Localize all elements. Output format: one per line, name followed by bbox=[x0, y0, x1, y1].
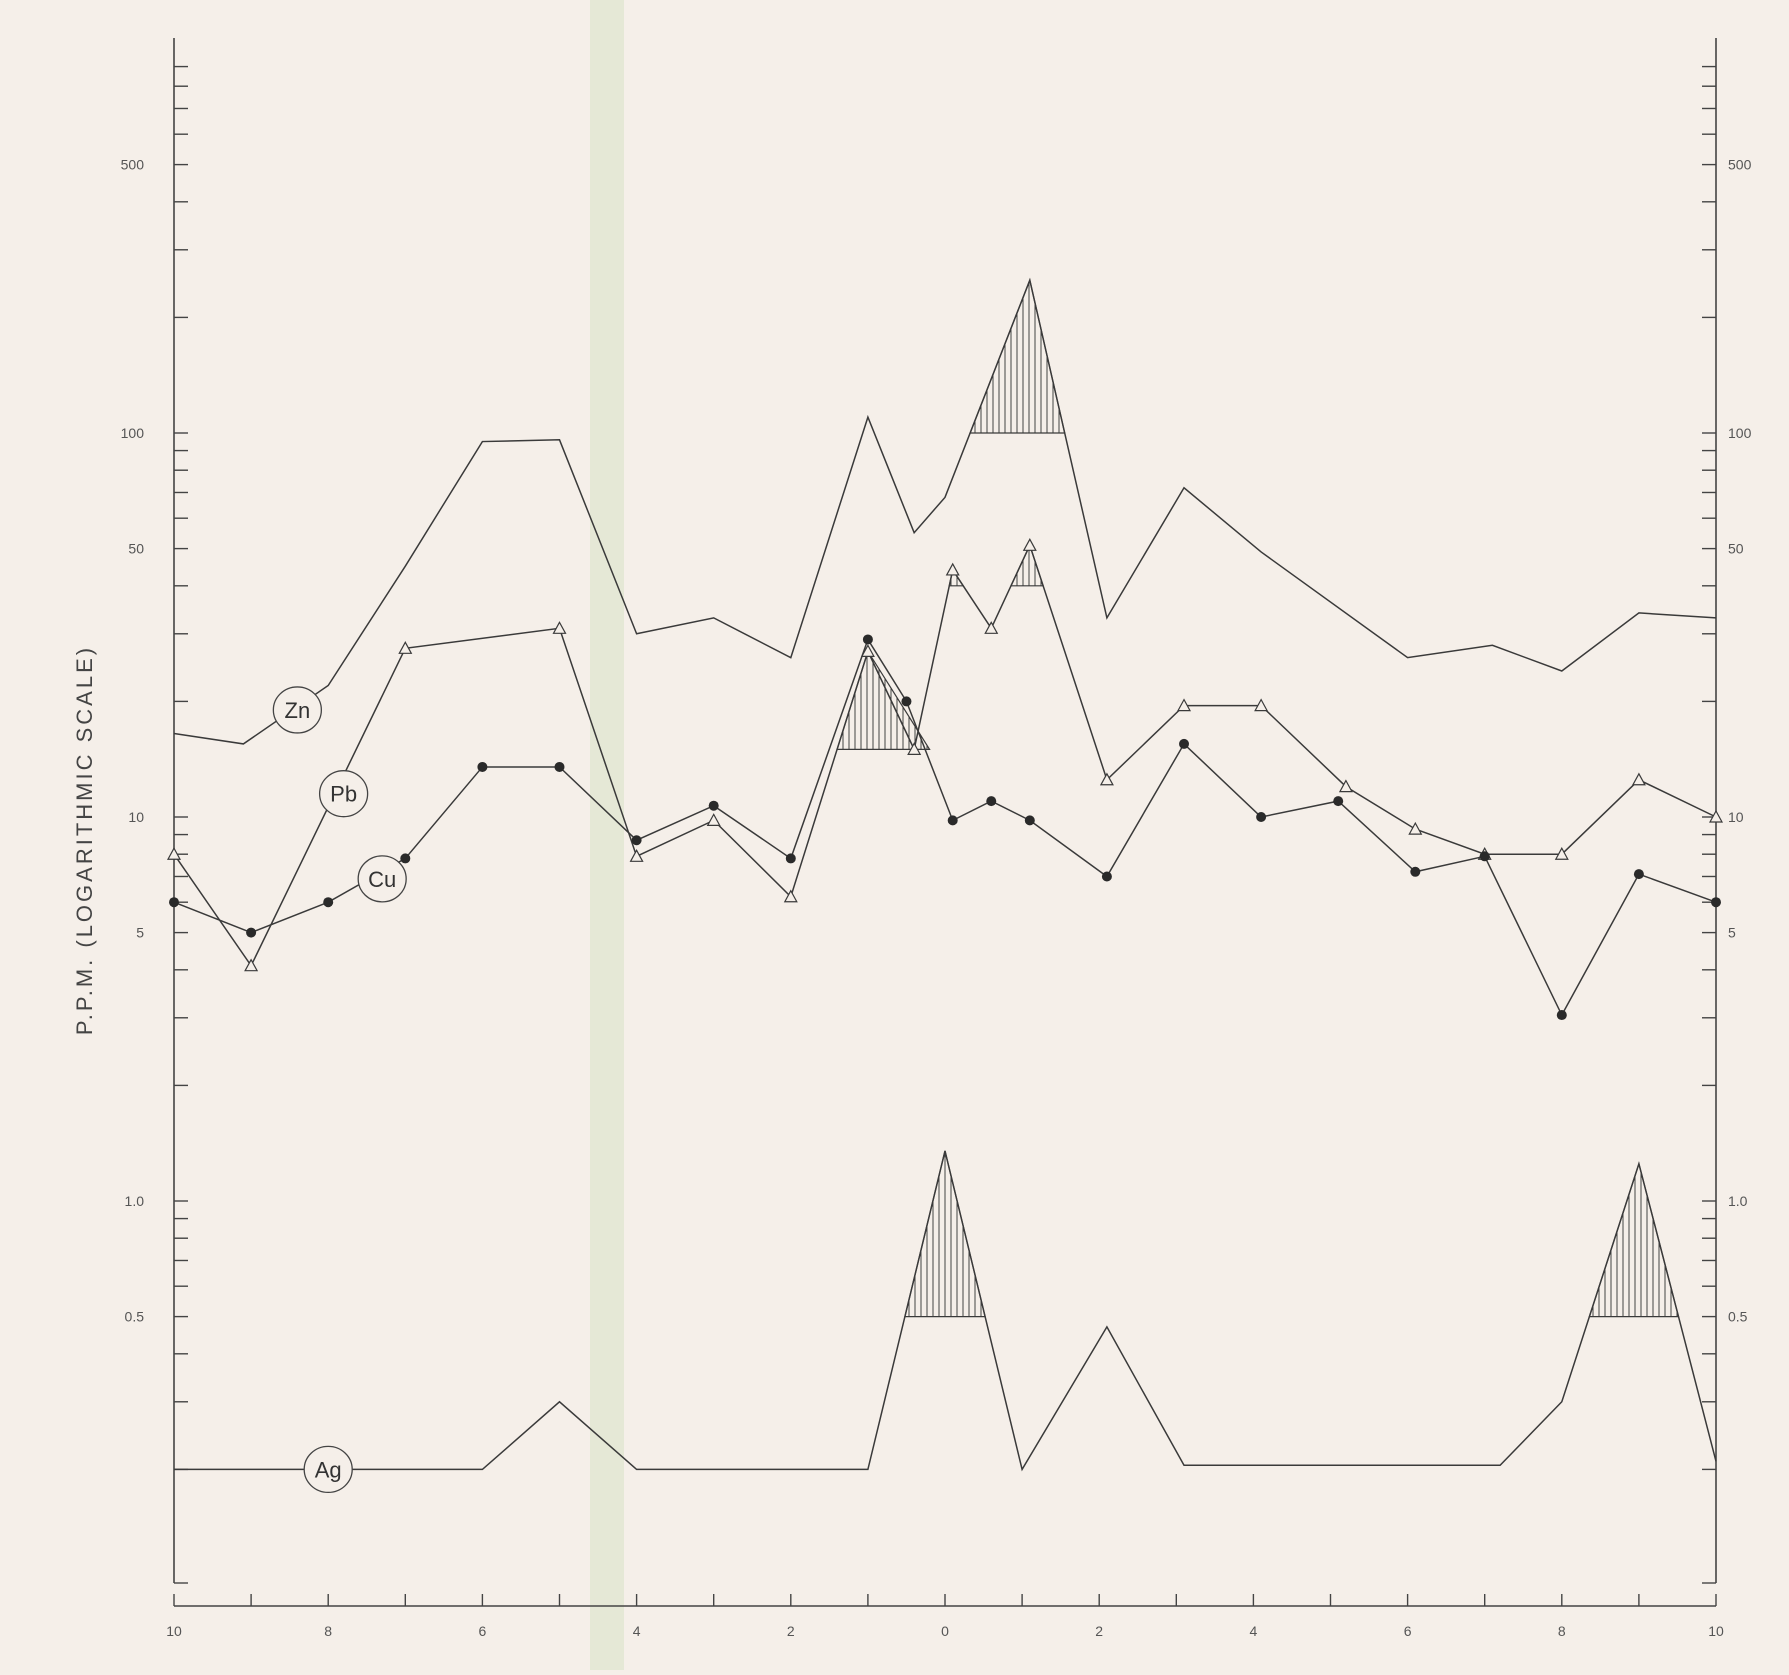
y-tick-label-right: 500 bbox=[1728, 157, 1752, 173]
point-pb bbox=[860, 644, 875, 657]
point-cu bbox=[986, 796, 997, 807]
series-line-zn bbox=[173, 277, 1717, 745]
x-tick-label: 4 bbox=[633, 1623, 641, 1639]
point-cu bbox=[1479, 851, 1490, 862]
point-pb bbox=[1022, 538, 1037, 551]
y-tick-label-right: 10 bbox=[1728, 809, 1744, 825]
point-cu bbox=[785, 853, 796, 864]
x-tick-label: 10 bbox=[1708, 1623, 1724, 1639]
series-label-text: Ag bbox=[315, 1457, 342, 1482]
y-tick-label-left: 0.5 bbox=[125, 1309, 145, 1325]
point-pb bbox=[783, 889, 798, 903]
y-tick-label-right: 1.0 bbox=[1728, 1193, 1748, 1209]
point-pb bbox=[706, 813, 721, 826]
y-tick-label-left: 1.0 bbox=[125, 1193, 145, 1209]
anomaly-hatch-ag bbox=[904, 1150, 986, 1318]
point-pb bbox=[1708, 809, 1724, 823]
point-cu bbox=[246, 927, 257, 938]
point-pb bbox=[244, 958, 259, 972]
x-tick-label: 10 bbox=[166, 1623, 182, 1639]
series-label-text: Pb bbox=[330, 782, 357, 807]
anomaly-hatch-ag bbox=[1588, 1161, 1680, 1318]
point-cu bbox=[1024, 815, 1035, 826]
point-pb bbox=[629, 849, 644, 862]
y-tick-label-right: 0.5 bbox=[1728, 1309, 1748, 1325]
series-label-pb: Pb bbox=[318, 770, 369, 818]
series-line-cu bbox=[173, 637, 1717, 1017]
point-pb bbox=[907, 742, 922, 755]
series-label-circle bbox=[318, 770, 369, 818]
point-cu bbox=[1333, 796, 1344, 807]
series-label-circle bbox=[303, 1445, 353, 1494]
point-pb bbox=[984, 621, 999, 634]
series-label-cu: Cu bbox=[357, 855, 407, 903]
y-tick-label-right: 5 bbox=[1728, 925, 1736, 941]
point-pb bbox=[1176, 698, 1192, 712]
x-tick-label: 6 bbox=[1404, 1623, 1412, 1639]
point-cu bbox=[901, 696, 912, 707]
series-label-circle bbox=[357, 855, 407, 903]
point-pb bbox=[398, 641, 413, 654]
series-label-text: Zn bbox=[285, 698, 311, 723]
y-tick-label-left: 10 bbox=[128, 809, 144, 825]
anomaly-hatch-pb bbox=[836, 649, 931, 750]
point-cu bbox=[1256, 812, 1267, 822]
point-cu bbox=[477, 761, 488, 772]
x-tick-label: 2 bbox=[787, 1623, 795, 1639]
series-line-ag bbox=[174, 1150, 1717, 1472]
point-cu bbox=[631, 835, 642, 846]
series-labels: Zn Pb Cu Ag bbox=[272, 686, 407, 1494]
series-label-ag: Ag bbox=[303, 1445, 353, 1494]
series-label-zn: Zn bbox=[272, 686, 323, 734]
scan-strip bbox=[590, 0, 624, 1670]
anomaly-hatch-zn bbox=[969, 278, 1066, 434]
hatched-anomalies bbox=[836, 278, 1680, 1318]
point-cu bbox=[554, 761, 565, 772]
point-cu bbox=[323, 897, 334, 908]
x-tick-label: 8 bbox=[324, 1623, 332, 1639]
x-tick-label: 6 bbox=[479, 1623, 487, 1639]
point-cu bbox=[708, 800, 719, 811]
y-tick-label-left: 50 bbox=[128, 541, 144, 557]
y-tick-label-left: 5 bbox=[136, 925, 144, 941]
point-cu bbox=[862, 634, 873, 645]
series-label-circle bbox=[272, 686, 323, 734]
point-pb bbox=[1408, 821, 1423, 835]
point-cu bbox=[1179, 738, 1190, 749]
series-line-pb bbox=[173, 543, 1717, 968]
point-pb bbox=[1338, 779, 1353, 793]
point-pb bbox=[1099, 772, 1114, 786]
series-label-text: Cu bbox=[368, 867, 396, 892]
point-pb bbox=[166, 846, 182, 860]
point-pb bbox=[1631, 772, 1646, 786]
point-pb bbox=[1554, 846, 1569, 860]
x-tick-label: 2 bbox=[1095, 1623, 1103, 1639]
y-tick-label-left: 100 bbox=[121, 425, 145, 441]
point-pb bbox=[552, 621, 567, 634]
point-cu bbox=[1410, 866, 1421, 877]
y-axis-label: P.P.M. (LOGARITHMIC SCALE) bbox=[72, 645, 97, 1035]
point-cu bbox=[947, 815, 958, 826]
point-cu bbox=[1556, 1010, 1567, 1021]
point-cu bbox=[1633, 869, 1644, 880]
y-tick-label-left: 500 bbox=[121, 157, 145, 173]
point-cu bbox=[400, 853, 411, 864]
point-pb bbox=[945, 562, 960, 576]
series-markers bbox=[166, 538, 1724, 1021]
point-cu bbox=[1101, 871, 1112, 882]
y-tick-label-right: 50 bbox=[1728, 541, 1744, 557]
x-tick-label: 0 bbox=[941, 1623, 949, 1639]
point-cu bbox=[169, 897, 179, 908]
x-tick-label: 4 bbox=[1250, 1623, 1258, 1639]
y-tick-label-right: 100 bbox=[1728, 425, 1752, 441]
x-tick-label: 8 bbox=[1558, 1623, 1566, 1639]
point-pb bbox=[1254, 698, 1269, 712]
point-cu bbox=[1711, 897, 1721, 908]
